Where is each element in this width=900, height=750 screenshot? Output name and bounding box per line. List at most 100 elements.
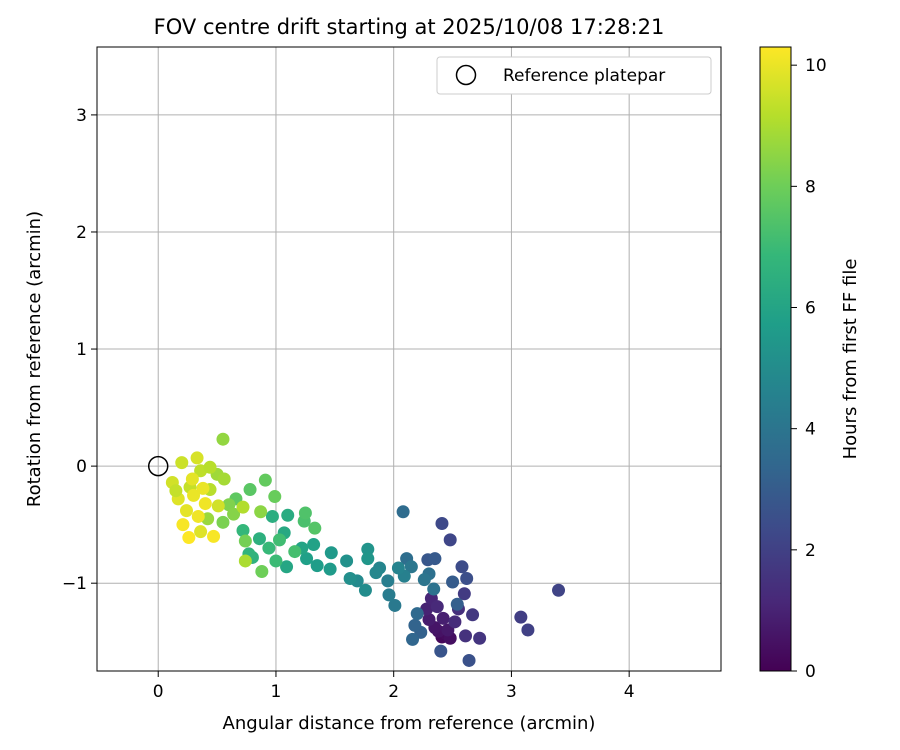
scatter-point xyxy=(198,497,212,511)
scatter-point xyxy=(450,597,464,611)
scatter-point xyxy=(408,618,422,632)
scatter-point xyxy=(436,611,450,625)
scatter-point xyxy=(323,562,337,576)
scatter-point xyxy=(552,583,566,597)
colorbar-tick-label: 2 xyxy=(805,541,816,561)
colorbar-tick-label: 0 xyxy=(805,662,816,682)
scatter-point xyxy=(194,525,208,539)
scatter-point xyxy=(446,575,460,589)
scatter-point xyxy=(236,524,250,538)
scatter-point xyxy=(243,483,257,497)
colorbar xyxy=(759,46,792,672)
colorbar-axis: 0 2 4 6 8 10 xyxy=(791,56,827,682)
scatter-point xyxy=(196,481,210,495)
legend-box xyxy=(436,56,712,95)
scatter-point xyxy=(182,531,196,545)
scatter-point xyxy=(369,566,383,580)
colorbar-tick-label: 6 xyxy=(805,299,816,319)
y-tick-label: 3 xyxy=(76,106,87,126)
scatter-point xyxy=(434,644,448,658)
scatter-point xyxy=(466,608,480,622)
scatter-point xyxy=(169,484,183,498)
y-axis-label: Rotation from reference (arcmin) xyxy=(24,211,45,507)
y-tick-label: 2 xyxy=(76,223,87,243)
scatter-point xyxy=(252,532,266,546)
scatter-point xyxy=(428,552,442,566)
scatter-point xyxy=(427,582,441,596)
scatter-points xyxy=(147,432,566,667)
scatter-point xyxy=(288,545,302,559)
scatter-point xyxy=(435,516,449,530)
scatter-point xyxy=(262,541,276,555)
scatter-point xyxy=(343,572,357,586)
scatter-point xyxy=(238,554,252,568)
scatter-point xyxy=(514,610,528,624)
scatter-point xyxy=(268,490,282,504)
scatter-point xyxy=(308,521,322,535)
scatter-point xyxy=(265,509,279,523)
scatter-point xyxy=(236,500,250,514)
chart-title: FOV centre drift starting at 2025/10/08 … xyxy=(154,15,665,39)
scatter-point xyxy=(396,505,410,519)
scatter-point xyxy=(207,529,221,543)
scatter-point xyxy=(176,518,190,532)
x-tick-label: 4 xyxy=(624,682,635,702)
scatter-point xyxy=(298,506,312,520)
scatter-point xyxy=(211,499,225,513)
y-tick-label: 1 xyxy=(76,340,87,360)
y-axis: −1 0 1 2 3 xyxy=(62,106,97,594)
scatter-point xyxy=(272,533,286,547)
x-tick-label: 0 xyxy=(153,682,164,702)
colorbar-label: Hours from first FF file xyxy=(840,259,861,460)
scatter-point xyxy=(388,598,402,612)
x-axis-label: Angular distance from reference (arcmin) xyxy=(223,713,596,734)
scatter-point xyxy=(300,552,314,566)
scatter-point xyxy=(404,560,418,574)
x-tick-label: 1 xyxy=(271,682,282,702)
scatter-point xyxy=(185,472,199,486)
scatter-point xyxy=(324,546,338,560)
scatter-point xyxy=(191,509,205,523)
scatter-point xyxy=(361,552,375,566)
colorbar-tick-label: 10 xyxy=(805,56,827,76)
scatter-point xyxy=(459,629,473,643)
scatter-point xyxy=(216,432,230,446)
scatter-point xyxy=(462,653,476,667)
scatter-point xyxy=(217,472,231,486)
scatter-point xyxy=(406,632,420,646)
scatter-point xyxy=(203,460,217,474)
scatter-point xyxy=(391,561,405,575)
legend-marker-icon xyxy=(455,64,477,86)
colorbar-tick-label: 4 xyxy=(805,420,816,440)
scatter-point xyxy=(361,542,375,556)
scatter-point xyxy=(254,505,268,519)
scatter-point xyxy=(269,554,283,568)
scatter-point xyxy=(382,588,396,602)
plot-frame xyxy=(96,46,722,672)
scatter-point xyxy=(179,504,193,518)
scatter-point xyxy=(190,451,204,465)
scatter-point xyxy=(310,559,324,573)
scatter-point xyxy=(281,508,295,522)
scatter-point xyxy=(430,600,444,614)
colorbar-tick-label: 8 xyxy=(805,177,816,197)
legend: Reference platepar xyxy=(436,56,712,95)
scatter-point xyxy=(417,573,431,587)
scatter-point xyxy=(358,583,372,597)
scatter-point xyxy=(227,507,241,521)
scatter-point xyxy=(340,554,354,568)
scatter-point xyxy=(255,564,269,578)
y-tick-label: 0 xyxy=(76,457,87,477)
scatter-point xyxy=(175,456,189,470)
scatter-point xyxy=(381,574,395,588)
scatter-point xyxy=(521,623,535,637)
scatter-point xyxy=(473,631,487,645)
scatter-point xyxy=(307,538,321,552)
scatter-point xyxy=(216,515,230,529)
scatter-point xyxy=(460,572,474,586)
scatter-point xyxy=(443,533,457,547)
x-tick-label: 3 xyxy=(506,682,517,702)
scatter-point xyxy=(280,560,294,574)
legend-label: Reference platepar xyxy=(503,66,665,86)
